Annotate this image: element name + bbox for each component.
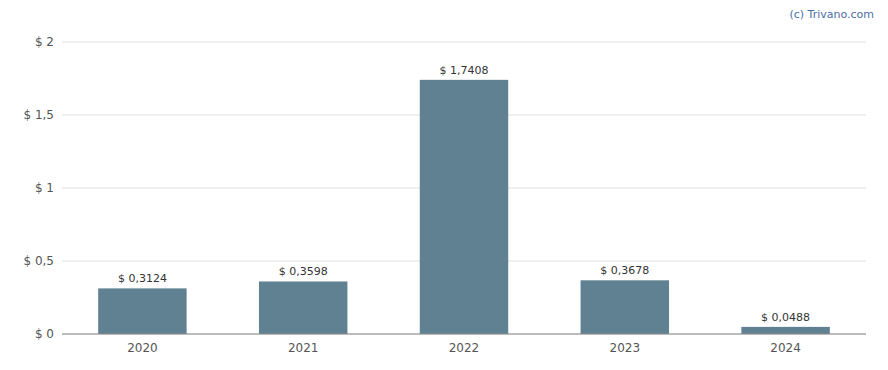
x-tick-label: 2023 xyxy=(610,341,641,355)
y-tick-label: $ 2 xyxy=(35,35,54,49)
y-tick-label: $ 0,5 xyxy=(23,254,54,268)
x-tick-label: 2022 xyxy=(449,341,480,355)
data-label: $ 0,3124 xyxy=(118,272,167,285)
x-tick-label: 2021 xyxy=(288,341,319,355)
bars xyxy=(98,80,830,334)
watermark: (c) Trivano.com xyxy=(789,8,874,21)
grid-line xyxy=(62,334,866,335)
x-tick-label: 2020 xyxy=(127,341,158,355)
data-label: $ 0,3598 xyxy=(279,265,328,278)
data-labels: $ 0,3124 $ 0,3598 $ 1,7408 $ 0,3678 $ 0,0488 xyxy=(118,64,810,324)
y-tick-label: $ 0 xyxy=(35,327,54,341)
data-label: $ 0,0488 xyxy=(761,311,810,324)
data-label: $ 0,3678 xyxy=(600,264,649,277)
chart: $ 0$ 0,5$ 1$ 1,5$ 220202021202220232024$… xyxy=(0,0,888,370)
x-axis: 2020 2021 2022 2023 2024 xyxy=(62,334,866,355)
y-axis: $ 0 $ 0,5 $ 1 $ 1,5 $ 2 xyxy=(23,35,866,341)
bar xyxy=(259,281,347,334)
x-axis-line xyxy=(62,334,866,335)
x-tick-label: 2024 xyxy=(770,341,801,355)
bar xyxy=(581,280,669,334)
y-tick-label: $ 1 xyxy=(35,181,54,195)
grid-line xyxy=(62,42,866,43)
bar xyxy=(98,288,186,334)
data-label: $ 1,7408 xyxy=(440,64,489,77)
bar xyxy=(741,327,829,334)
chart-container: $ 0$ 0,5$ 1$ 1,5$ 220202021202220232024$… xyxy=(0,0,888,370)
y-tick-label: $ 1,5 xyxy=(23,108,54,122)
bar xyxy=(420,80,508,334)
